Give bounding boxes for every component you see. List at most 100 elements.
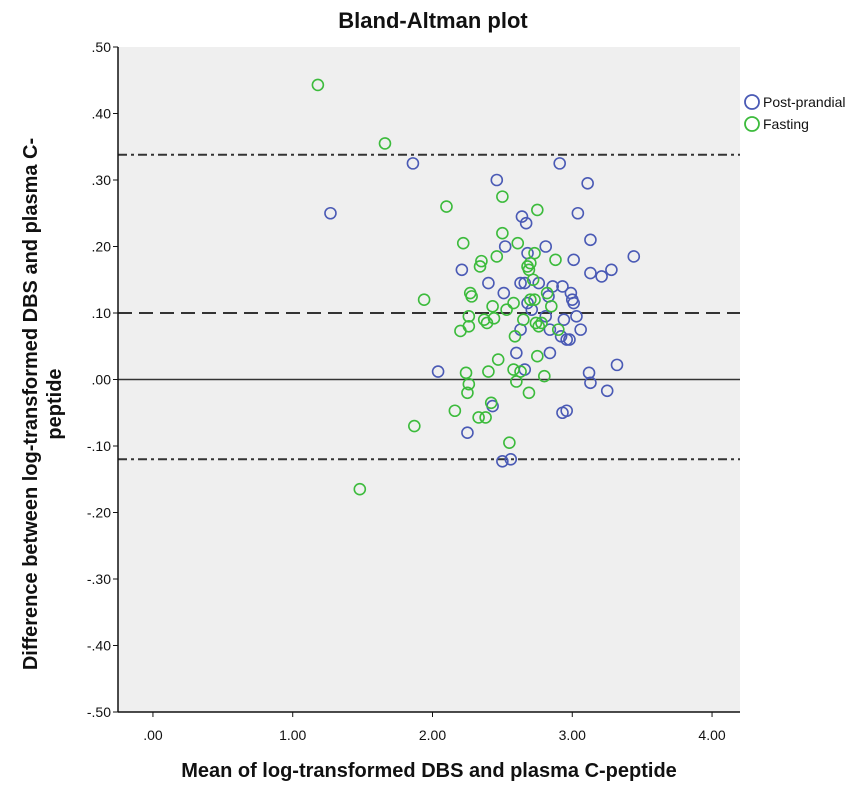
- y-axis-ticks: .50 .40 .30 .20 .10 .00 -.10 -.20 -.30 -.40 -.50: [87, 39, 118, 720]
- point-fasting: [507, 363, 520, 376]
- point-fasting: [529, 316, 543, 330]
- y-tick-label: -.20: [87, 505, 111, 521]
- point-post-prandial: [539, 310, 553, 323]
- point-post-prandial: [498, 240, 512, 253]
- y-tick-label: -.30: [87, 571, 111, 587]
- point-post-prandial: [543, 346, 557, 360]
- point-post-prandial: [584, 266, 597, 280]
- legend: Post-prandial Fasting: [744, 94, 846, 132]
- point-post-prandial: [497, 286, 511, 300]
- data-points: [311, 78, 641, 496]
- x-tick-label: 3.00: [559, 727, 586, 743]
- point-fasting: [484, 396, 498, 410]
- point-fasting: [500, 303, 513, 316]
- y-tick-label: -.40: [87, 638, 111, 654]
- point-fasting: [522, 386, 536, 400]
- y-axis-label: Difference between log-transformed DBS a…: [20, 137, 66, 671]
- point-fasting: [532, 319, 546, 333]
- point-fasting: [461, 386, 474, 400]
- point-post-prandial: [543, 323, 557, 336]
- point-fasting: [496, 190, 509, 203]
- point-post-prandial: [553, 157, 566, 170]
- point-fasting: [378, 137, 392, 150]
- point-post-prandial: [519, 216, 533, 230]
- legend-label: Fasting: [763, 116, 809, 132]
- point-fasting: [549, 253, 562, 267]
- point-post-prandial: [557, 313, 571, 326]
- point-fasting: [462, 319, 476, 333]
- point-post-prandial: [514, 276, 527, 290]
- point-post-prandial: [521, 296, 534, 310]
- y-tick-label: -.50: [87, 704, 111, 720]
- point-fasting: [507, 296, 520, 310]
- point-fasting: [511, 236, 525, 250]
- point-fasting: [353, 482, 367, 496]
- point-fasting: [490, 250, 504, 263]
- point-fasting: [477, 313, 491, 326]
- point-fasting: [473, 260, 487, 273]
- point-fasting: [540, 286, 554, 300]
- x-tick-label: .00: [143, 727, 163, 743]
- x-tick-label: 2.00: [419, 727, 446, 743]
- y-tick-label: .20: [92, 239, 112, 255]
- point-post-prandial: [600, 384, 614, 398]
- point-fasting: [491, 353, 505, 366]
- x-tick-label: 1.00: [279, 727, 306, 743]
- point-post-prandial: [539, 240, 553, 253]
- point-fasting: [531, 349, 544, 363]
- point-post-prandial: [431, 365, 445, 378]
- point-fasting: [475, 254, 488, 268]
- point-fasting: [462, 377, 476, 391]
- point-post-prandial: [627, 250, 641, 263]
- point-post-prandial: [518, 276, 532, 290]
- point-fasting: [535, 316, 548, 330]
- y-tick-label: .30: [92, 172, 112, 188]
- point-post-prandial: [482, 276, 495, 290]
- point-fasting: [496, 226, 509, 240]
- point-post-prandial: [571, 206, 585, 220]
- point-post-prandial: [567, 296, 580, 310]
- point-post-prandial: [504, 452, 518, 466]
- y-tick-label: .40: [92, 106, 112, 122]
- x-axis-label: Mean of log-transformed DBS and plasma C…: [181, 760, 677, 782]
- point-fasting: [462, 310, 476, 323]
- point-fasting: [517, 313, 530, 326]
- point-fasting: [545, 300, 558, 313]
- point-post-prandial: [570, 310, 583, 323]
- legend-marker: [744, 94, 760, 110]
- legend-label: Post-prandial: [763, 94, 846, 110]
- point-post-prandial: [510, 346, 523, 360]
- point-post-prandial: [496, 454, 509, 468]
- point-fasting: [526, 273, 540, 287]
- point-fasting: [503, 436, 516, 449]
- point-post-prandial: [610, 358, 624, 372]
- point-fasting: [472, 411, 485, 424]
- point-fasting: [551, 323, 565, 336]
- point-fasting: [417, 293, 431, 307]
- chart-title: Bland-Altman plot: [338, 8, 528, 33]
- point-post-prandial: [560, 404, 573, 418]
- point-fasting: [538, 369, 551, 383]
- x-tick-label: 4.00: [698, 727, 725, 743]
- point-fasting: [311, 78, 325, 92]
- point-post-prandial: [455, 263, 469, 277]
- y-tick-label: .00: [92, 372, 112, 388]
- y-tick-label: -.10: [87, 438, 111, 454]
- point-post-prandial: [574, 323, 587, 336]
- y-tick-label: .50: [92, 39, 112, 55]
- y-tick-label: .10: [92, 305, 112, 321]
- point-post-prandial: [461, 426, 474, 440]
- point-post-prandial: [567, 253, 580, 267]
- point-post-prandial: [584, 376, 597, 390]
- point-fasting: [487, 312, 501, 325]
- point-post-prandial: [563, 333, 576, 346]
- point-post-prandial: [584, 233, 597, 247]
- point-fasting: [508, 329, 522, 343]
- point-fasting: [486, 300, 499, 313]
- point-fasting: [408, 419, 421, 433]
- point-fasting: [482, 365, 495, 378]
- point-post-prandial: [581, 177, 594, 190]
- point-post-prandial: [556, 280, 569, 293]
- point-fasting: [448, 404, 462, 418]
